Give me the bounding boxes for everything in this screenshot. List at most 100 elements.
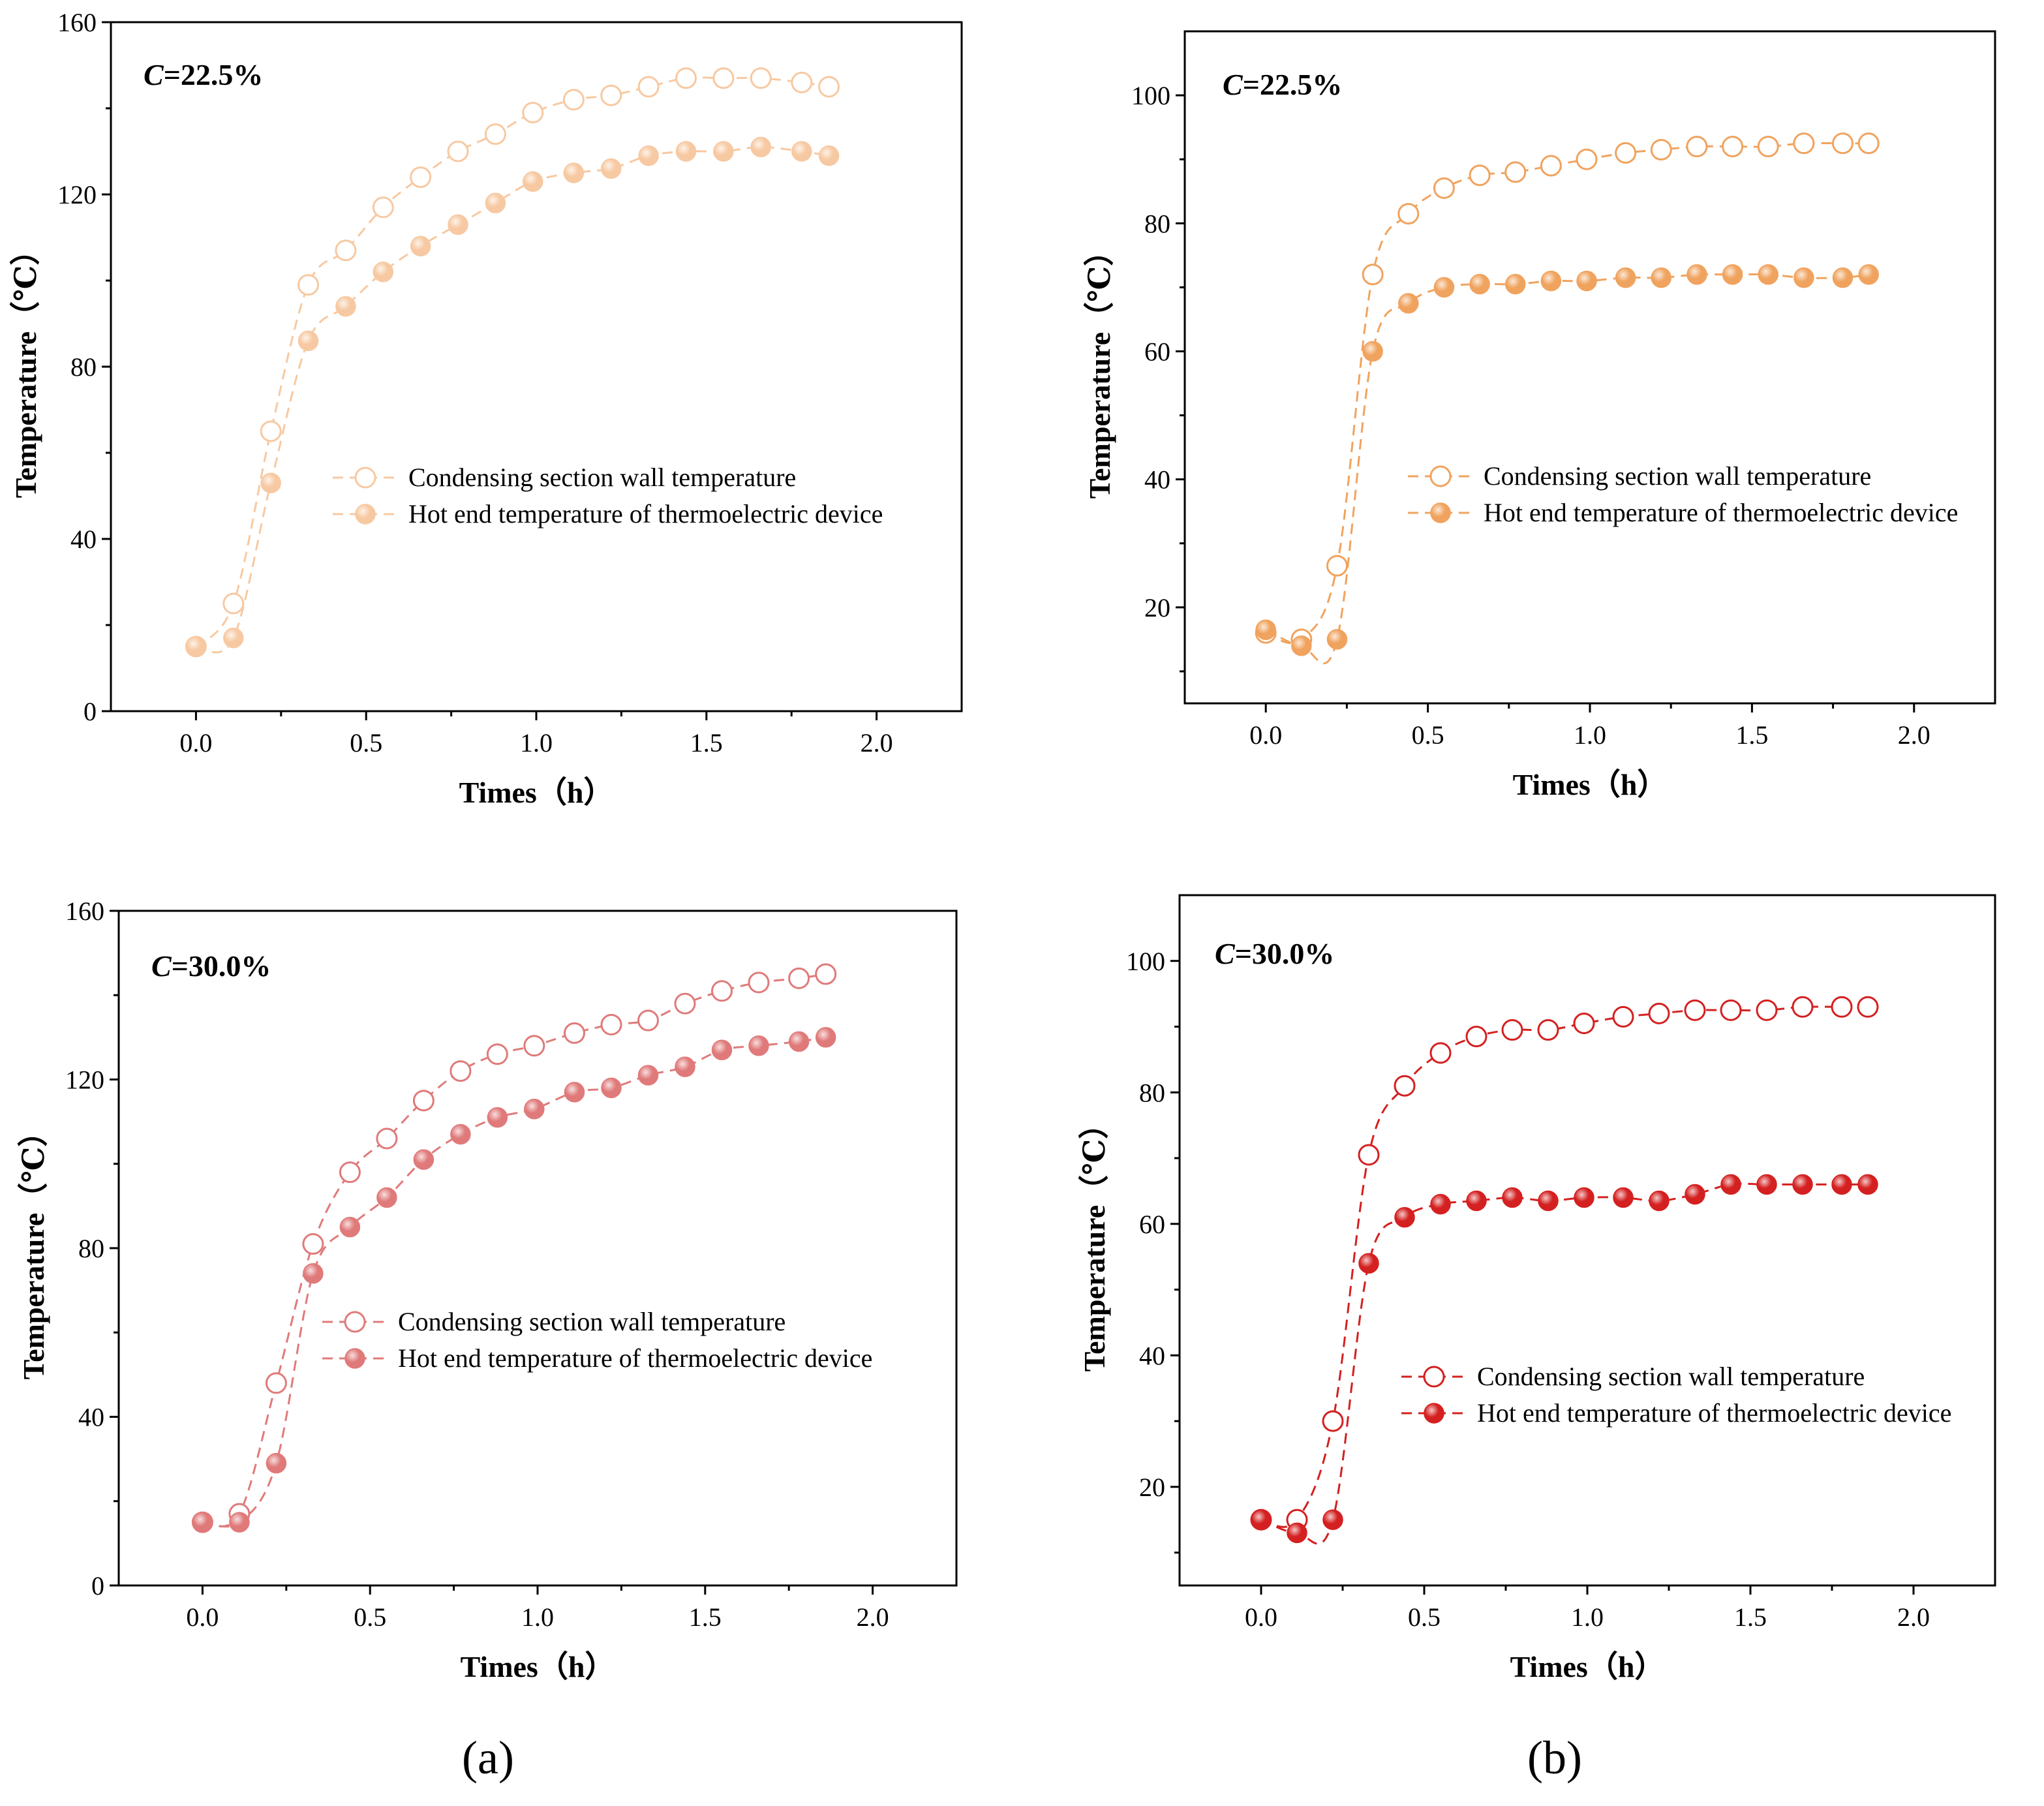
concentration-value: =22.5% [164,58,264,91]
series-hot-end [1255,264,1879,665]
legend-label: Condensing section wall temperature [398,1307,786,1336]
data-point [524,1098,545,1120]
data-point [637,76,660,98]
data-point [788,967,810,989]
data-point [222,592,245,615]
y-tick-label: 120 [57,180,97,209]
x-tick-label: 1.0 [1574,720,1606,750]
x-tick-label: 1.5 [689,1602,722,1632]
data-point [1648,1002,1670,1024]
data-point [335,296,356,317]
series-line [1265,142,1869,645]
plot-frame [117,910,958,1587]
data-point [815,1027,836,1048]
y-tick-label: 20 [1139,1473,1165,1502]
series-condensing-wall [191,963,837,1533]
y-axis-title: Temperature（℃） [1078,1109,1111,1372]
concentration-label: C=22.5% [1223,68,1342,101]
data-point [1322,1410,1344,1432]
data-point [1398,293,1419,314]
data-point [1430,1193,1451,1215]
y-tick-label: 60 [1139,1210,1165,1239]
data-point [522,102,544,124]
data-point [192,1512,213,1533]
y-tick-label: 0 [84,697,97,726]
data-point [675,141,697,162]
data-point [1615,267,1636,288]
x-tick-label: 2.0 [1897,1602,1930,1632]
legend-label: Hot end temperature of thermoelectric de… [398,1343,872,1373]
x-tick-label: 1.5 [1735,720,1768,750]
legend-marker [1430,502,1451,523]
data-point [1501,1019,1523,1041]
data-point [1792,1174,1813,1195]
data-point [376,1127,398,1150]
data-point [1649,1190,1670,1212]
data-point [1613,1187,1634,1208]
y-axis-title: Temperature（℃） [9,236,42,498]
x-tick-label: 2.0 [861,728,893,758]
data-point [1720,999,1742,1021]
data-point [1394,1206,1415,1228]
data-point [1831,1174,1852,1195]
plot-frame [1183,30,1996,705]
data-point [791,141,812,162]
data-point [1685,1184,1705,1205]
data-point [1362,264,1384,286]
legend-marker [1424,1403,1444,1424]
x-tick-label: 1.0 [520,728,553,758]
chart-a-bottom: 0.0 0.5 1.0 1.5 2.0 0 40 80 120 160 Times（h） Temper… [17,896,958,1683]
data-point [563,1022,585,1044]
legend-entry: Hot end temperature of thermoelectric de… [1408,498,1958,527]
data-point [1722,264,1743,285]
concentration-value: =30.0% [1235,937,1335,970]
data-point [1326,555,1348,577]
data-point [523,171,543,192]
legend-entry: Condensing section wall temperature [333,463,796,492]
data-point [1612,1005,1634,1028]
data-point [410,236,431,256]
legend-label: Hot end temperature of thermoelectric de… [408,499,883,528]
legend-entry: Condensing section wall temperature [322,1307,786,1336]
data-point [485,192,506,213]
panel-label-b: (b) [1527,1732,1582,1784]
data-point [1831,996,1853,1018]
data-point [335,239,357,262]
legend-marker [1429,465,1452,487]
data-point [713,141,734,162]
data-point [600,84,622,106]
data-point [1255,619,1276,640]
data-point [562,89,585,111]
x-tick-label: 0.5 [1408,1602,1441,1632]
x-axis-title: Times（h） [1513,768,1668,801]
concentration-symbol: C [151,949,172,983]
y-tick-label: 0 [91,1571,104,1600]
chart-b-bottom: 0.0 0.5 1.0 1.5 2.0 20 40 60 80 100 Times（h） Temper… [1078,894,1996,1683]
y-axis-title: Temperature（℃） [17,1117,50,1380]
y-tick-label: 40 [78,1403,104,1432]
legend-entry: Hot end temperature of thermoelectric de… [1401,1398,1951,1428]
data-point [486,1043,508,1065]
legend-marker [344,1348,365,1369]
concentration-symbol: C [1223,68,1243,101]
data-point [448,214,468,235]
data-point [1686,264,1707,285]
data-point [260,472,281,493]
data-point [1537,1019,1559,1041]
x-tick-label: 1.0 [521,1602,554,1632]
data-point [1433,277,1455,298]
concentration-value: =30.0% [172,949,271,983]
legend-label: Condensing section wall temperature [1477,1362,1865,1391]
legend-label: Condensing section wall temperature [1484,461,1871,491]
y-tick-label: 160 [65,896,104,926]
y-tick-label: 120 [65,1065,104,1095]
series-hot-end [192,1027,836,1533]
y-tick-label: 80 [78,1234,104,1263]
data-point [1466,1190,1487,1212]
data-point [815,963,837,985]
series-hot-end [185,136,840,657]
data-point [601,158,622,179]
data-point [1793,132,1815,155]
data-point [818,145,840,166]
